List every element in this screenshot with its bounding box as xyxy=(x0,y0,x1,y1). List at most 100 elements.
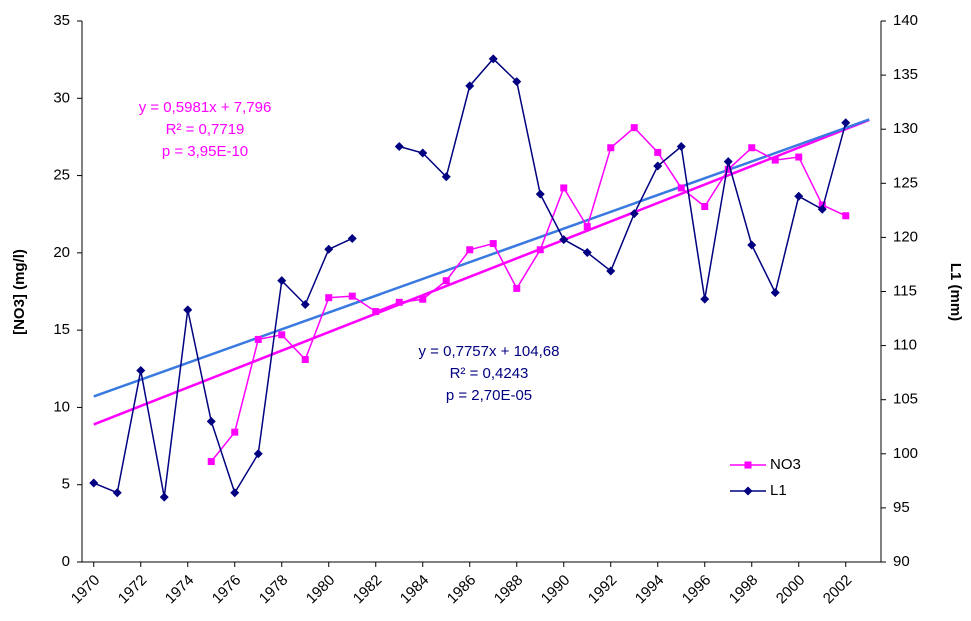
x-tick-label: 1974 xyxy=(162,572,198,608)
marker xyxy=(347,233,357,243)
marker xyxy=(794,191,804,201)
y2-tick-label: 110 xyxy=(893,337,917,354)
legend-marker xyxy=(744,461,752,469)
marker xyxy=(207,458,215,466)
legend-label: NO3 xyxy=(770,456,801,473)
marker xyxy=(372,308,380,316)
y2-axis-label: L1 (mm) xyxy=(947,263,964,321)
marker xyxy=(488,54,498,64)
marker xyxy=(159,492,169,502)
x-tick-label: 1984 xyxy=(397,572,433,608)
marker xyxy=(724,165,732,173)
marker xyxy=(630,124,638,132)
marker xyxy=(489,240,497,248)
marker xyxy=(654,148,662,156)
marker xyxy=(442,277,450,285)
annotation: p = 2,70E-05 xyxy=(446,387,532,404)
marker xyxy=(536,246,544,254)
marker xyxy=(559,235,569,245)
x-tick-label: 1998 xyxy=(726,572,762,608)
y-tick-label: 25 xyxy=(53,167,70,184)
x-tick-label: 1978 xyxy=(256,572,292,608)
marker xyxy=(253,449,263,459)
marker xyxy=(277,276,287,286)
marker xyxy=(394,142,404,152)
y2-tick-label: 125 xyxy=(893,174,918,191)
y2-tick-label: 95 xyxy=(893,499,910,516)
x-tick-label: 1988 xyxy=(491,572,527,608)
marker xyxy=(701,202,709,210)
marker xyxy=(324,244,334,254)
marker xyxy=(841,118,851,128)
marker xyxy=(230,488,240,498)
marker xyxy=(183,305,193,315)
y-axis-label: [NO3] (mg/l) xyxy=(11,249,28,335)
x-tick-label: 2002 xyxy=(820,572,856,608)
marker xyxy=(583,223,591,231)
marker xyxy=(300,299,310,309)
marker xyxy=(512,77,522,87)
marker xyxy=(89,478,99,488)
x-tick-label: 1986 xyxy=(444,572,480,608)
y-tick-label: 35 xyxy=(53,12,70,29)
y2-tick-label: 90 xyxy=(893,553,910,570)
annotation: y = 0,7757x + 104,68 xyxy=(419,343,560,360)
marker xyxy=(465,81,475,91)
marker xyxy=(466,246,474,254)
x-tick-label: 1980 xyxy=(303,572,339,608)
marker xyxy=(842,212,850,220)
annotation: R² = 0,4243 xyxy=(450,365,529,382)
marker xyxy=(136,365,146,375)
y2-tick-label: 120 xyxy=(893,228,918,245)
marker xyxy=(770,288,780,298)
y2-tick-label: 100 xyxy=(893,445,918,462)
marker xyxy=(676,142,686,152)
y-tick-label: 20 xyxy=(53,244,70,261)
x-tick-label: 1970 xyxy=(68,572,104,608)
marker xyxy=(629,209,639,219)
marker xyxy=(747,240,757,250)
marker xyxy=(560,184,568,192)
trend-line xyxy=(93,118,870,426)
x-tick-label: 1990 xyxy=(538,572,574,608)
y-tick-label: 0 xyxy=(62,553,70,570)
y-tick-label: 30 xyxy=(53,89,70,106)
marker xyxy=(395,298,403,306)
legend-label: L1 xyxy=(770,482,787,499)
annotation: R² = 0,7719 xyxy=(166,121,245,138)
marker xyxy=(254,335,262,343)
marker xyxy=(771,156,779,164)
trend-line xyxy=(93,118,870,398)
marker xyxy=(112,488,122,498)
marker xyxy=(607,144,615,152)
y2-tick-label: 140 xyxy=(893,12,918,29)
x-tick-label: 1992 xyxy=(585,572,621,608)
x-tick-label: 1976 xyxy=(209,572,245,608)
x-tick-label: 1982 xyxy=(350,572,386,608)
marker xyxy=(513,284,521,292)
marker xyxy=(795,153,803,161)
marker xyxy=(206,416,216,426)
marker xyxy=(441,172,451,182)
marker xyxy=(582,248,592,258)
y2-tick-label: 115 xyxy=(893,282,917,299)
marker xyxy=(748,144,756,152)
x-tick-label: 1996 xyxy=(679,572,715,608)
marker xyxy=(817,204,827,214)
marker xyxy=(653,161,663,171)
x-tick-label: 1994 xyxy=(632,572,668,608)
legend-marker xyxy=(743,486,753,496)
y2-tick-label: 135 xyxy=(893,66,918,83)
marker xyxy=(723,157,733,167)
marker xyxy=(677,184,685,192)
marker xyxy=(700,294,710,304)
y-tick-label: 15 xyxy=(53,321,70,338)
marker xyxy=(418,148,428,158)
y-tick-label: 5 xyxy=(62,476,70,493)
y-tick-label: 10 xyxy=(53,398,70,415)
y2-tick-label: 105 xyxy=(893,391,918,408)
marker xyxy=(231,428,239,436)
marker xyxy=(301,356,309,364)
series-line xyxy=(210,126,847,462)
annotation: y = 0,5981x + 7,796 xyxy=(139,99,272,116)
